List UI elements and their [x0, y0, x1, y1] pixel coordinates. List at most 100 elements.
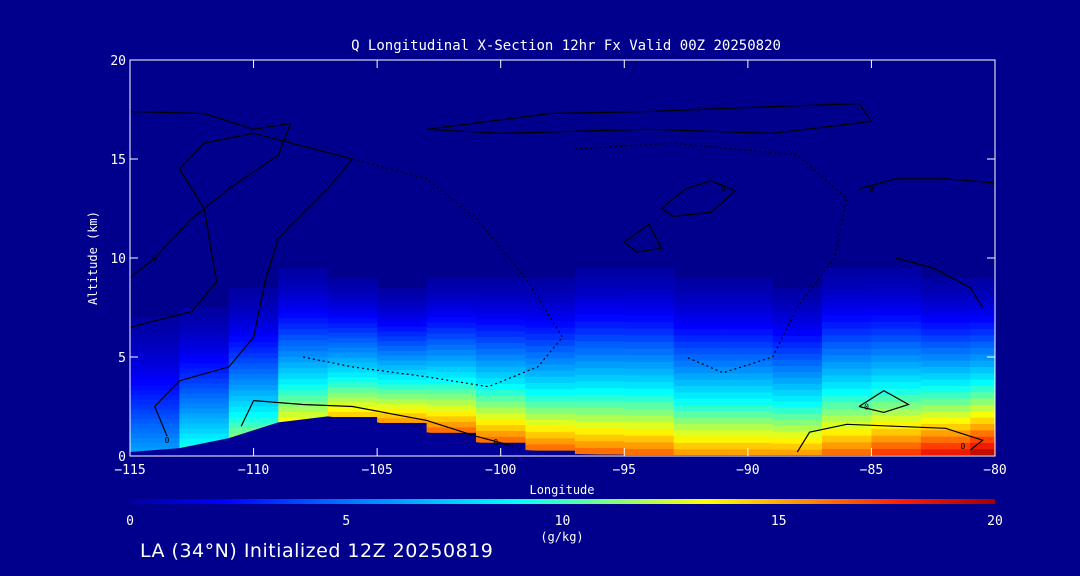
moisture-cell [525, 370, 576, 377]
moisture-cell [970, 315, 995, 323]
moisture-cell [278, 334, 329, 341]
moisture-cell [278, 356, 329, 363]
moisture-cell [970, 328, 995, 336]
moisture-cell [673, 309, 724, 317]
moisture-cell [278, 328, 329, 335]
moisture-cell [723, 429, 774, 437]
moisture-cell [624, 334, 675, 343]
moisture-cell [130, 389, 181, 395]
colorbar-units: (g/kg) [540, 530, 583, 544]
moisture-cell [130, 365, 181, 371]
moisture-cell [624, 281, 675, 289]
moisture-cell [822, 274, 873, 282]
moisture-cell [970, 290, 995, 298]
moisture-cell [574, 400, 625, 409]
moisture-cell [327, 357, 378, 363]
moisture-cell [871, 354, 922, 363]
moisture-cell [723, 328, 774, 336]
colorbar-tick-label: 5 [342, 514, 350, 529]
moisture-cell [327, 307, 378, 314]
moisture-cell [426, 366, 477, 373]
moisture-cell [179, 332, 230, 339]
moisture-cell [970, 417, 995, 424]
contour-line [858, 390, 910, 414]
moisture-cell [920, 385, 971, 393]
moisture-cell [476, 412, 527, 420]
moisture-cell [525, 413, 576, 420]
moisture-cell [673, 347, 724, 355]
moisture-cell [327, 332, 378, 338]
x-tick-label: −115 [114, 463, 145, 478]
moisture-cell [278, 267, 329, 275]
moisture-cell [278, 312, 329, 319]
moisture-cell [179, 397, 230, 404]
moisture-cell [377, 417, 428, 423]
moisture-cell [426, 393, 477, 400]
moisture-cell [772, 341, 823, 349]
moisture-cell [525, 357, 576, 365]
moisture-cell [673, 379, 724, 386]
moisture-cell [377, 374, 428, 380]
moisture-cell [377, 355, 428, 361]
moisture-cell [772, 443, 823, 450]
moisture-cell [970, 379, 995, 386]
moisture-cell [624, 421, 675, 429]
moisture-cell [970, 448, 995, 456]
moisture-cell [426, 338, 477, 345]
moisture-cell [476, 436, 527, 443]
moisture-cell [278, 389, 329, 396]
moisture-cell [871, 388, 922, 396]
moisture-cell [525, 339, 576, 347]
moisture-cell [624, 294, 675, 302]
moisture-cell [179, 433, 230, 439]
moisture-cell [476, 348, 527, 355]
moisture-cell [278, 367, 329, 374]
moisture-cell [476, 389, 527, 396]
moisture-cell [426, 283, 477, 290]
moisture-cell [822, 374, 873, 383]
moisture-cell [871, 374, 922, 383]
moisture-cell [130, 370, 181, 376]
moisture-cell [278, 378, 329, 385]
moisture-cell [179, 382, 230, 389]
moisture-cell [525, 406, 576, 414]
moisture-cell [327, 347, 378, 353]
moisture-cell [130, 351, 181, 357]
moisture-cell [673, 417, 724, 424]
moisture-cell [377, 287, 428, 294]
moisture-cell [822, 328, 873, 336]
moisture-cell [228, 352, 279, 359]
moisture-cell [179, 347, 230, 354]
moisture-cell [130, 317, 181, 323]
moisture-cell [179, 387, 230, 394]
moisture-cell [723, 277, 774, 285]
contour-label: 0 [165, 436, 170, 445]
contour-label: 0 [493, 438, 498, 447]
moisture-cell [278, 345, 329, 352]
moisture-cell [723, 284, 774, 292]
moisture-cell [871, 441, 922, 449]
moisture-cell [574, 394, 625, 402]
moisture-cell [871, 428, 922, 436]
moisture-cell [673, 448, 724, 456]
moisture-cell [377, 292, 428, 298]
moisture-cell [476, 401, 527, 408]
terrain-surface [130, 416, 995, 456]
moisture-cell [476, 406, 527, 414]
moisture-cell [871, 328, 922, 336]
moisture-cell [723, 309, 774, 317]
moisture-cell [871, 421, 922, 429]
moisture-cell [624, 274, 675, 282]
x-tick-label: −95 [613, 463, 636, 478]
moisture-cell [822, 414, 873, 423]
moisture-cell [970, 303, 995, 311]
moisture-cell [723, 379, 774, 386]
moisture-cell [525, 302, 576, 310]
moisture-cell [822, 334, 873, 343]
contour-label: 0 [152, 254, 157, 263]
moisture-cell [130, 394, 181, 400]
moisture-cell [772, 317, 823, 325]
moisture-cell [179, 392, 230, 399]
moisture-cell [772, 365, 823, 372]
moisture-cell [179, 327, 230, 334]
